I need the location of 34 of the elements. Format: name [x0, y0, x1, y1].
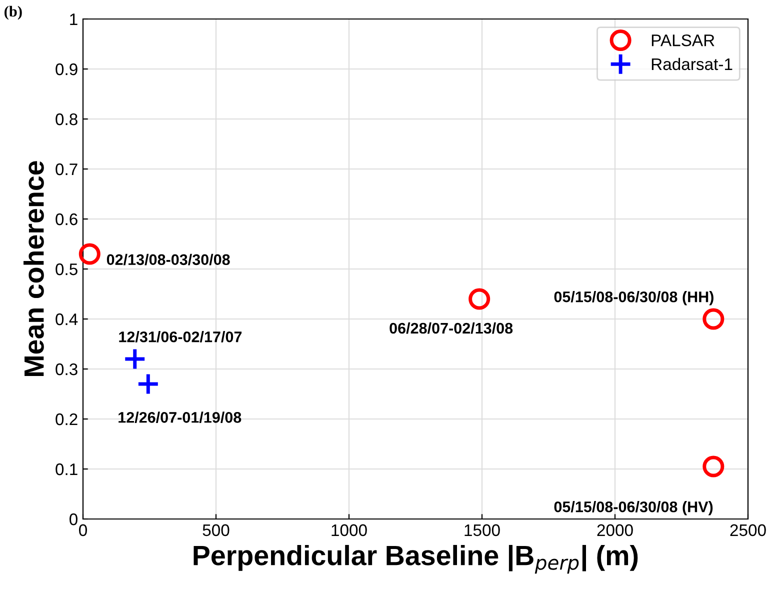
y-tick-label: 0.1: [56, 463, 78, 476]
y-tick-label: 0.2: [56, 413, 78, 426]
y-tick-label: 1: [70, 14, 78, 26]
annotation: 05/15/08-06/30/08 (HV): [554, 501, 713, 516]
point: [702, 308, 724, 330]
annotation: 12/26/07-01/19/08: [118, 412, 242, 423]
x-axis-title: Perpendicular Baseline |B$_{perp}$| (m): [194, 544, 638, 574]
point: [468, 288, 490, 310]
y-axis-title: Mean coherence: [24, 161, 44, 376]
y-tick-label: 0.7: [56, 163, 78, 176]
y-tick-label: 0.8: [56, 113, 78, 126]
x-tick-label: 2500: [730, 524, 766, 536]
x-tick-label: 500: [202, 524, 230, 536]
y-tick-label: 0.5: [56, 263, 78, 276]
legend-label: PALSAR: [652, 34, 714, 46]
annotation: 12/31/06-02/17/07: [119, 331, 242, 342]
text: (b): [4, 6, 22, 20]
annotation: 02/13/08-03/30/08: [106, 254, 230, 266]
annotation: 06/28/07-02/13/08: [390, 322, 513, 334]
point: [702, 456, 724, 478]
y-tick-label: 0.3: [56, 363, 78, 376]
y-tick-label: 0.9: [56, 63, 78, 76]
x-tick-label: 1500: [464, 524, 500, 536]
point: [136, 372, 160, 396]
x-tick-label: 0: [79, 524, 87, 536]
point: [78, 243, 100, 265]
y-tick-label: 0: [70, 513, 78, 526]
y-tick-label: 0.6: [56, 213, 78, 226]
x-tick-label: 2000: [597, 524, 633, 536]
legend-label: Radarsat-1: [652, 58, 732, 70]
y-tick-label: 0.4: [56, 313, 78, 326]
x-tick-label: 1000: [332, 524, 367, 536]
point: [123, 348, 146, 370]
annotation: 05/15/08-06/30/08 (HH): [554, 291, 714, 306]
